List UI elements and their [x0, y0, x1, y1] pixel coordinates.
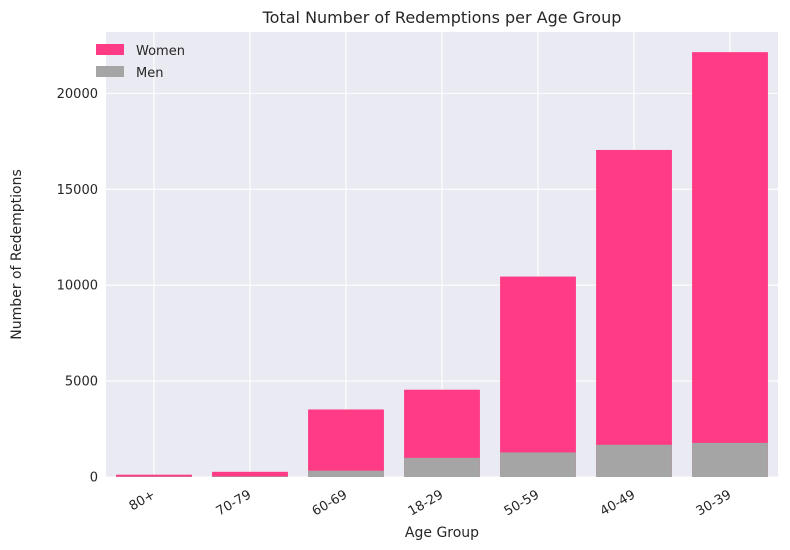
legend-label-men: Men: [136, 66, 163, 81]
bar-women-40-49: [596, 149, 672, 477]
bar-men-70-79: [212, 476, 288, 477]
bar-men-50-59: [500, 452, 576, 477]
bar-men-18-29: [404, 457, 480, 477]
x-tick-label: 70-79: [214, 487, 254, 519]
bar-women-30-39: [692, 52, 768, 478]
y-tick-label: 5000: [65, 375, 98, 390]
bars: [116, 52, 768, 478]
chart-title: Total Number of Redemptions per Age Grou…: [262, 8, 622, 27]
y-axis-label: Number of Redemptions: [9, 169, 25, 339]
bar-men-60-69: [308, 470, 384, 477]
x-tick-label: 40-49: [598, 487, 638, 519]
x-axis-ticks: 80+ 70-79 60-69 18-29 50-59 40-49 30-39: [127, 487, 734, 519]
bar-women-70-79: [212, 471, 288, 477]
bar-men-40-49: [596, 444, 672, 477]
x-tick-label: 18-29: [406, 487, 446, 519]
y-axis-ticks: 0 5000 10000 15000 20000: [57, 87, 98, 486]
legend-swatch-men: [96, 66, 124, 77]
x-tick-label: 60-69: [310, 487, 350, 519]
x-tick-label: 50-59: [502, 487, 542, 519]
y-tick-label: 15000: [57, 183, 98, 198]
y-tick-label: 10000: [57, 279, 98, 294]
y-tick-label: 0: [90, 471, 98, 486]
bar-women-60-69: [308, 409, 384, 477]
legend-label-women: Women: [136, 44, 185, 59]
bar-men-30-39: [692, 442, 768, 477]
legend: Women Men: [96, 44, 185, 81]
x-tick-label: 80+: [127, 487, 158, 514]
x-tick-label: 30-39: [694, 487, 734, 519]
x-axis-label: Age Group: [405, 525, 479, 541]
legend-swatch-women: [96, 44, 124, 55]
bar-women-80+: [116, 474, 192, 477]
bar-women-50-59: [500, 276, 576, 477]
y-tick-label: 20000: [57, 87, 98, 102]
